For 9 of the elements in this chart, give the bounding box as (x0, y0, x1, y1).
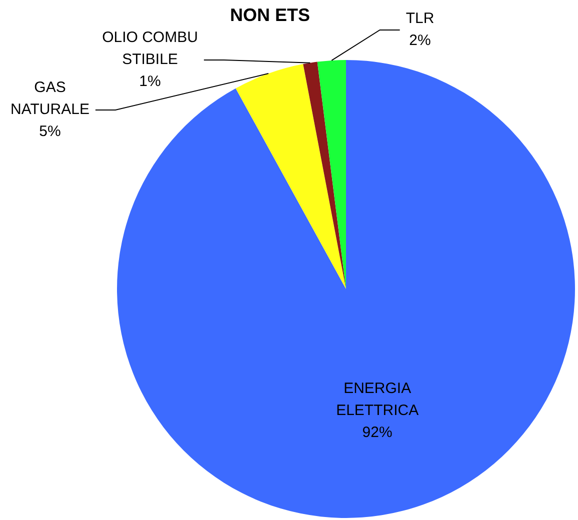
chart-title: NON ETS (230, 4, 310, 25)
data-label: 92% (362, 424, 392, 442)
data-label: 2% (409, 32, 431, 50)
data-label: 1% (139, 73, 161, 90)
data-label: 5% (39, 123, 61, 140)
slice-label: ENERGIA ELETTRICA (336, 380, 419, 420)
slice-label: GAS NATURALE (10, 79, 90, 118)
slice-label: OLIO COMBU STIBILE (102, 29, 198, 68)
slice-label: TLR (406, 10, 434, 28)
